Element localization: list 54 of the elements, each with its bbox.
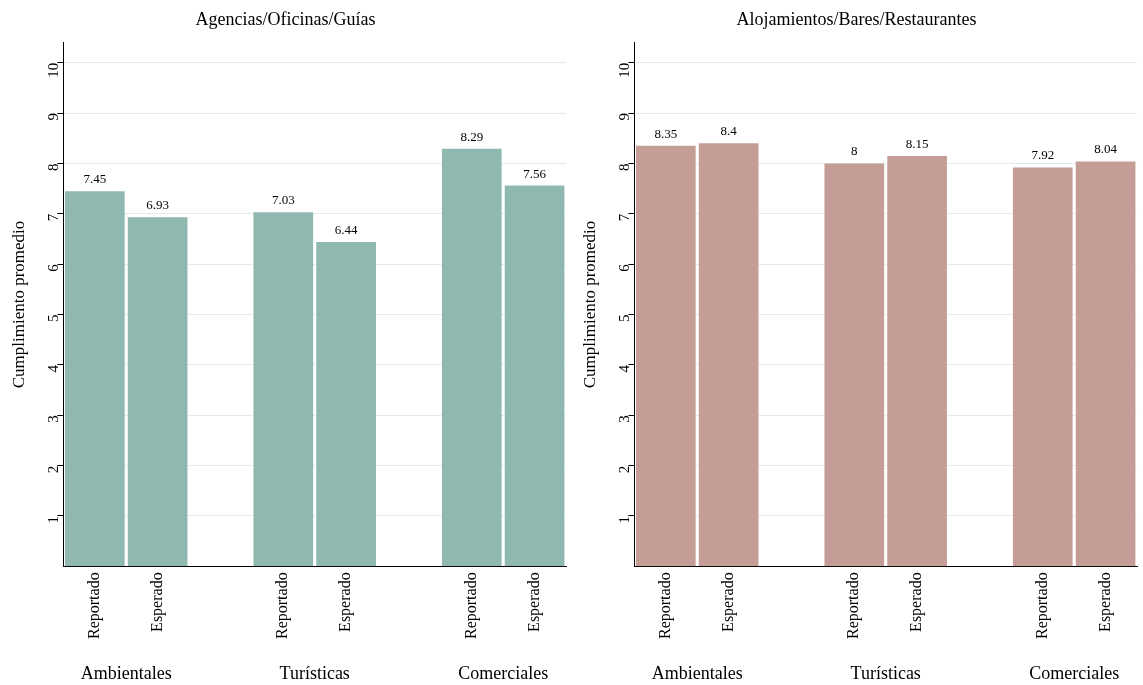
y-tick-label: 2 <box>45 465 62 474</box>
y-tick-label: 5 <box>45 314 62 323</box>
data-label: 8.4 <box>720 123 738 139</box>
x-tick-label: Reportado <box>1032 572 1051 640</box>
data-label: 8.15 <box>905 135 929 151</box>
y-tick-label: 2 <box>616 465 633 474</box>
x-tick-label: Reportado <box>656 572 675 640</box>
y-tick-label: 7 <box>45 213 62 222</box>
x-tick-label: Esperado <box>718 572 737 632</box>
data-label: 6.93 <box>146 197 170 213</box>
y-tick-label: 1 <box>45 515 62 524</box>
data-label: 8.35 <box>654 125 678 141</box>
x-tick-label: Esperado <box>524 572 543 632</box>
data-label: 7.56 <box>523 165 547 181</box>
data-label: 6.44 <box>334 221 358 237</box>
text: Turísticas <box>850 662 921 683</box>
y-tick-label: 4 <box>616 364 633 373</box>
y-tick-label: 6 <box>616 263 633 272</box>
data-label: 8.04 <box>1094 141 1118 157</box>
data-label: 7.03 <box>271 192 295 208</box>
y-tick-label: 3 <box>616 415 633 423</box>
y-tick-label: 4 <box>45 364 62 373</box>
y-tick-label: 7 <box>616 213 633 222</box>
text: Ambientales <box>80 662 172 683</box>
y-tick-label: 3 <box>45 415 62 423</box>
y-tick-label: 8 <box>616 163 633 171</box>
x-tick-label: Reportado <box>273 572 292 640</box>
text: Comerciales <box>1029 662 1120 683</box>
y-axis-title: Cumplimiento promedio <box>579 220 599 389</box>
y-tick-label: 1 <box>616 515 633 524</box>
y-tick-label: 9 <box>616 113 633 121</box>
x-tick-label: Esperado <box>907 572 926 632</box>
x-tick-label: Esperado <box>1095 572 1114 632</box>
x-tick-label: Reportado <box>844 572 863 640</box>
y-tick-label: 9 <box>45 113 62 121</box>
data-label: 8 <box>851 143 858 159</box>
text: Ambientales <box>651 662 743 683</box>
y-tick-label: 8 <box>45 163 62 171</box>
chart-title: Agencias/Oficinas/Guías <box>195 8 376 29</box>
x-tick-label: Esperado <box>147 572 166 632</box>
y-tick-label: 10 <box>616 62 633 78</box>
x-tick-label: Reportado <box>461 572 480 640</box>
y-axis-title: Cumplimiento promedio <box>8 220 28 389</box>
data-label: 7.92 <box>1031 147 1055 163</box>
x-tick-label: Reportado <box>85 572 104 640</box>
y-tick-label: 6 <box>45 263 62 272</box>
data-label: 8.29 <box>460 128 484 144</box>
text: Turísticas <box>279 662 350 683</box>
data-label: 7.45 <box>83 171 107 187</box>
chart-title: Alojamientos/Bares/Restaurantes <box>736 8 977 29</box>
y-tick-label: 5 <box>616 314 633 323</box>
text: Comerciales <box>458 662 549 683</box>
x-tick-label: Esperado <box>336 572 355 632</box>
y-tick-label: 10 <box>45 62 62 78</box>
